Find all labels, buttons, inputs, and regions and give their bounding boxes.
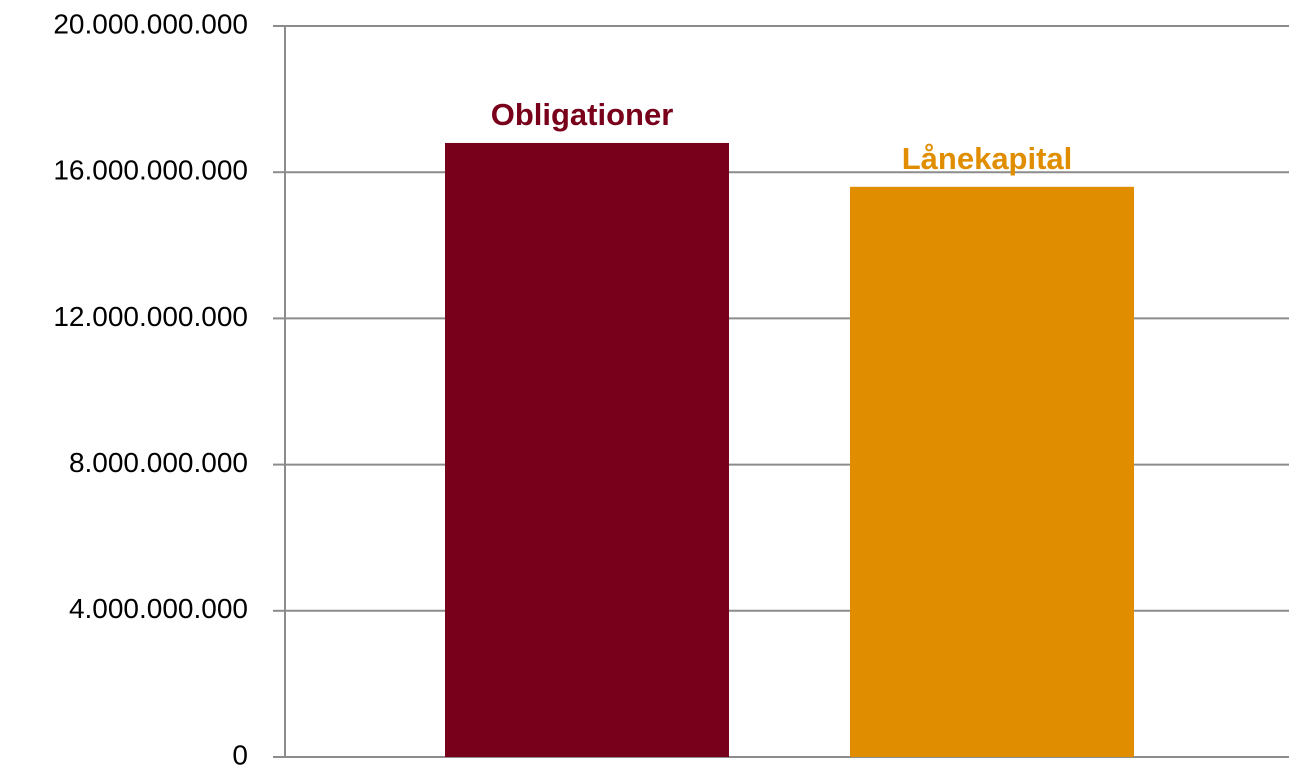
bar <box>445 142 729 757</box>
y-tick-label: 0 <box>232 739 248 770</box>
y-tick-label: 16.000.000.000 <box>53 155 248 186</box>
y-tick-label: 20.000.000.000 <box>53 8 248 39</box>
y-tick-label: 12.000.000.000 <box>53 301 248 332</box>
y-tick-label: 4.000.000.000 <box>69 593 248 624</box>
category-label: Lånekapital <box>902 141 1073 176</box>
y-tick-label: 8.000.000.000 <box>69 447 248 478</box>
category-label: Obligationer <box>491 97 674 132</box>
bar <box>850 186 1134 757</box>
